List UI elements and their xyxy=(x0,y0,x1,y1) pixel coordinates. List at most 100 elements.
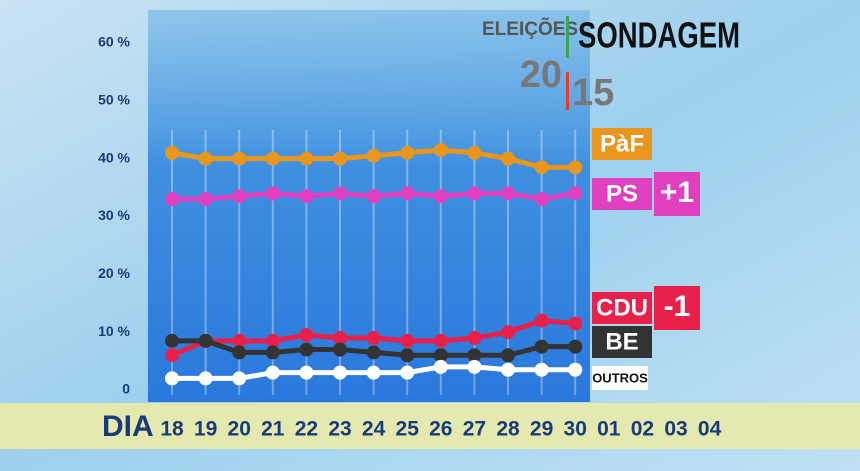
point xyxy=(467,330,482,345)
point xyxy=(534,192,549,207)
x-tick-label: 18 xyxy=(160,418,184,441)
change-badge xyxy=(654,286,700,330)
point xyxy=(265,365,280,380)
legend-label: PàF xyxy=(600,130,644,157)
point xyxy=(333,330,347,345)
point xyxy=(165,145,179,160)
brand: ELEIÇÕES xyxy=(482,18,578,40)
point xyxy=(501,325,515,340)
x-tick-label: 21 xyxy=(261,418,285,441)
change-badge xyxy=(654,172,700,216)
brand-divider xyxy=(566,16,569,58)
point xyxy=(165,348,179,363)
point xyxy=(568,186,583,201)
point xyxy=(299,328,314,343)
legend-label: BE xyxy=(605,328,638,355)
x-tick-label: 25 xyxy=(396,418,420,441)
x-tick-label: 29 xyxy=(530,418,553,441)
x-tick-label: 26 xyxy=(429,418,452,441)
y-tick-label: 40 % xyxy=(98,149,130,165)
point xyxy=(400,145,415,160)
legend-label: CDU xyxy=(596,294,648,321)
point xyxy=(534,160,549,175)
point xyxy=(198,371,213,386)
x-tick-label: 22 xyxy=(295,418,318,441)
point xyxy=(433,142,448,157)
point xyxy=(265,151,280,166)
point xyxy=(232,333,247,348)
point xyxy=(467,145,482,160)
point xyxy=(534,362,549,377)
y-tick-label: 0 xyxy=(122,381,130,397)
point xyxy=(198,192,213,207)
point xyxy=(232,189,247,204)
point xyxy=(366,148,381,163)
point xyxy=(366,189,381,204)
point xyxy=(400,333,415,348)
point xyxy=(299,151,314,166)
point xyxy=(333,186,347,201)
point xyxy=(165,192,179,207)
change-label: -1 xyxy=(664,290,691,323)
point xyxy=(366,330,381,345)
point xyxy=(366,365,381,380)
point xyxy=(501,348,515,363)
x-tick-label: 20 xyxy=(228,418,251,441)
point xyxy=(568,160,583,175)
point xyxy=(534,339,549,354)
year-right: 15 xyxy=(572,72,614,114)
legend-box xyxy=(592,366,648,390)
point xyxy=(165,371,179,386)
point xyxy=(534,313,549,328)
point xyxy=(232,371,247,386)
point xyxy=(265,333,280,348)
change-label: +1 xyxy=(660,176,694,209)
point xyxy=(400,365,415,380)
point xyxy=(165,333,179,348)
x-tick-label: 23 xyxy=(328,418,351,441)
x-axis-label: DIA xyxy=(102,410,154,443)
y-tick-label: 60 % xyxy=(98,34,130,50)
legend-box xyxy=(592,178,652,210)
point xyxy=(265,186,280,201)
point xyxy=(333,342,347,357)
point xyxy=(467,359,482,374)
point xyxy=(232,345,247,360)
legend-box xyxy=(592,292,652,324)
x-tick-label: 01 xyxy=(597,418,621,441)
legend-box xyxy=(592,326,652,358)
point xyxy=(198,151,213,166)
y-tick-label: 30 % xyxy=(98,207,130,223)
point xyxy=(299,365,314,380)
point xyxy=(467,348,482,363)
point xyxy=(501,362,515,377)
legend-label: OUTROS xyxy=(592,370,648,385)
point xyxy=(198,333,213,348)
point xyxy=(568,362,583,377)
x-tick-label: 19 xyxy=(194,418,217,441)
x-band xyxy=(0,403,860,449)
point xyxy=(299,342,314,357)
x-tick-label: 28 xyxy=(496,418,520,441)
point xyxy=(400,186,415,201)
point xyxy=(333,151,347,166)
point xyxy=(265,345,280,360)
point xyxy=(433,333,448,348)
point xyxy=(501,186,515,201)
point xyxy=(433,348,448,363)
point xyxy=(467,186,482,201)
point xyxy=(400,348,415,363)
y-tick-label: 10 % xyxy=(98,323,130,339)
legend-label: PS xyxy=(606,180,638,207)
point xyxy=(333,365,347,380)
legend-box xyxy=(592,128,652,160)
point xyxy=(366,345,381,360)
point xyxy=(568,316,583,331)
brand-divider xyxy=(566,72,569,110)
y-tick-label: 20 % xyxy=(98,265,130,281)
y-tick-label: 50 % xyxy=(98,92,130,108)
x-tick-label: 02 xyxy=(631,418,654,441)
x-tick-label: 24 xyxy=(362,418,386,441)
chart-title: SONDAGEM xyxy=(578,15,740,56)
point xyxy=(501,151,515,166)
